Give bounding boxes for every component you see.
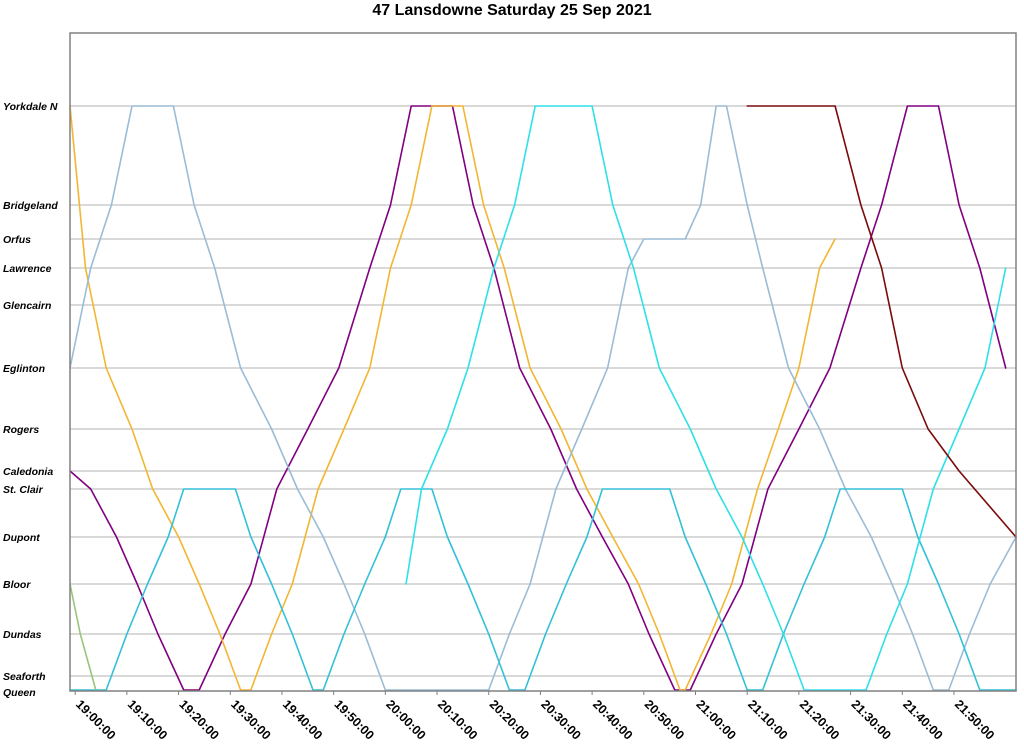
gridlines [70, 105, 1016, 677]
series-line-6 [69, 583, 97, 691]
stop-label-bloor: Bloor [3, 579, 31, 591]
x-tick-label: 21:00:00 [693, 697, 738, 742]
x-tick-label: 19:10:00 [125, 697, 170, 742]
stop-label-dundas: Dundas [3, 629, 42, 641]
x-tick-label: 21:20:00 [797, 697, 842, 742]
x-tick-label: 20:10:00 [435, 697, 480, 742]
series-lines [69, 105, 1017, 691]
x-tick-label: 20:30:00 [538, 697, 583, 742]
series-line-2 [69, 105, 836, 691]
stop-label-glencairn: Glencairn [3, 300, 51, 312]
series-line-3 [69, 105, 1017, 691]
stop-label-dupont: Dupont [3, 532, 40, 544]
x-tick-label: 19:50:00 [332, 697, 377, 742]
x-tick-label: 19:00:00 [73, 697, 118, 742]
x-tick-label: 20:40:00 [590, 697, 635, 742]
x-tick-label: 21:50:00 [952, 697, 997, 742]
stop-label-rogers: Rogers [3, 424, 39, 436]
stop-label-yorkdale-n: Yorkdale N [3, 101, 58, 113]
series-line-5 [405, 105, 1007, 691]
stop-label-bridgeland: Bridgeland [3, 200, 58, 212]
stop-label-queen: Queen [3, 687, 36, 699]
series-line-4 [69, 488, 1017, 691]
stop-label-orfus: Orfus [3, 234, 31, 246]
x-tick-label: 20:20:00 [487, 697, 532, 742]
plot-frame [69, 32, 1017, 692]
x-tick-label: 20:00:00 [383, 697, 428, 742]
chart-title: 47 Lansdowne Saturday 25 Sep 2021 [372, 2, 652, 19]
series-line-1 [69, 105, 1007, 691]
x-tick-label: 19:20:00 [176, 697, 221, 742]
stop-label-lawrence: Lawrence [3, 263, 52, 275]
stop-labels: Yorkdale N Bridgeland Orfus Lawrence Glencai… [3, 101, 58, 699]
series-line-7 [746, 105, 1017, 538]
x-tick-label: 21:10:00 [745, 697, 790, 742]
x-tick-label: 20:50:00 [642, 697, 687, 742]
stop-label-st-clair: St. Clair [3, 484, 44, 496]
stop-label-eglinton: Eglinton [3, 363, 45, 375]
x-tick-label: 19:30:00 [228, 697, 273, 742]
x-tick-label: 21:40:00 [900, 697, 945, 742]
stop-label-seaforth: Seaforth [3, 671, 46, 683]
stop-label-caledonia: Caledonia [3, 466, 53, 478]
x-tick-label: 21:30:00 [848, 697, 893, 742]
x-tick-label: 19:40:00 [280, 697, 325, 742]
time-tick-labels: 19:00:00 19:10:00 19:20:00 19:30:00 19:40:00… [73, 691, 997, 743]
